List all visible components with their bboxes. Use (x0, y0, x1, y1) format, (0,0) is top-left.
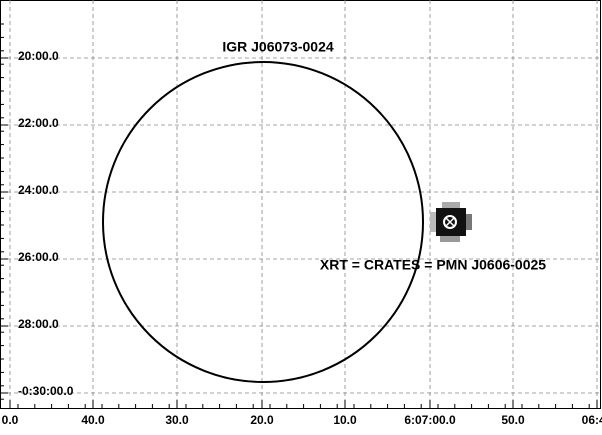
y-tick-label: 26:00.0 (18, 250, 59, 264)
y-tick-label: 24:00.0 (18, 183, 59, 197)
source-annotation: XRT = CRATES = PMN J0606-0025 (320, 257, 546, 273)
y-tick-label: 20:00.0 (18, 49, 59, 63)
source-image (430, 202, 472, 242)
source-title: IGR J06073-0024 (222, 39, 334, 55)
y-tick-label: 22:00.0 (18, 116, 59, 130)
grid (0, 0, 601, 408)
x-tick-label: 20.0 (250, 413, 274, 427)
y-tick-label: 28:00.0 (18, 317, 59, 331)
x-tick-label: 10.0 (333, 413, 357, 427)
x-tick-label: 6:07:00.0 (404, 413, 456, 427)
x-tick-label: 30.0 (165, 413, 189, 427)
x-tick-label: 0.0 (2, 413, 19, 427)
x-tick-label: 06:40 (582, 413, 602, 427)
error-circle (102, 61, 424, 383)
x-tick-label: 50.0 (501, 413, 525, 427)
y-tick-label: -0:30:00.0 (18, 384, 74, 398)
x-tick-label: 40.0 (81, 413, 105, 427)
frame (0, 0, 601, 409)
